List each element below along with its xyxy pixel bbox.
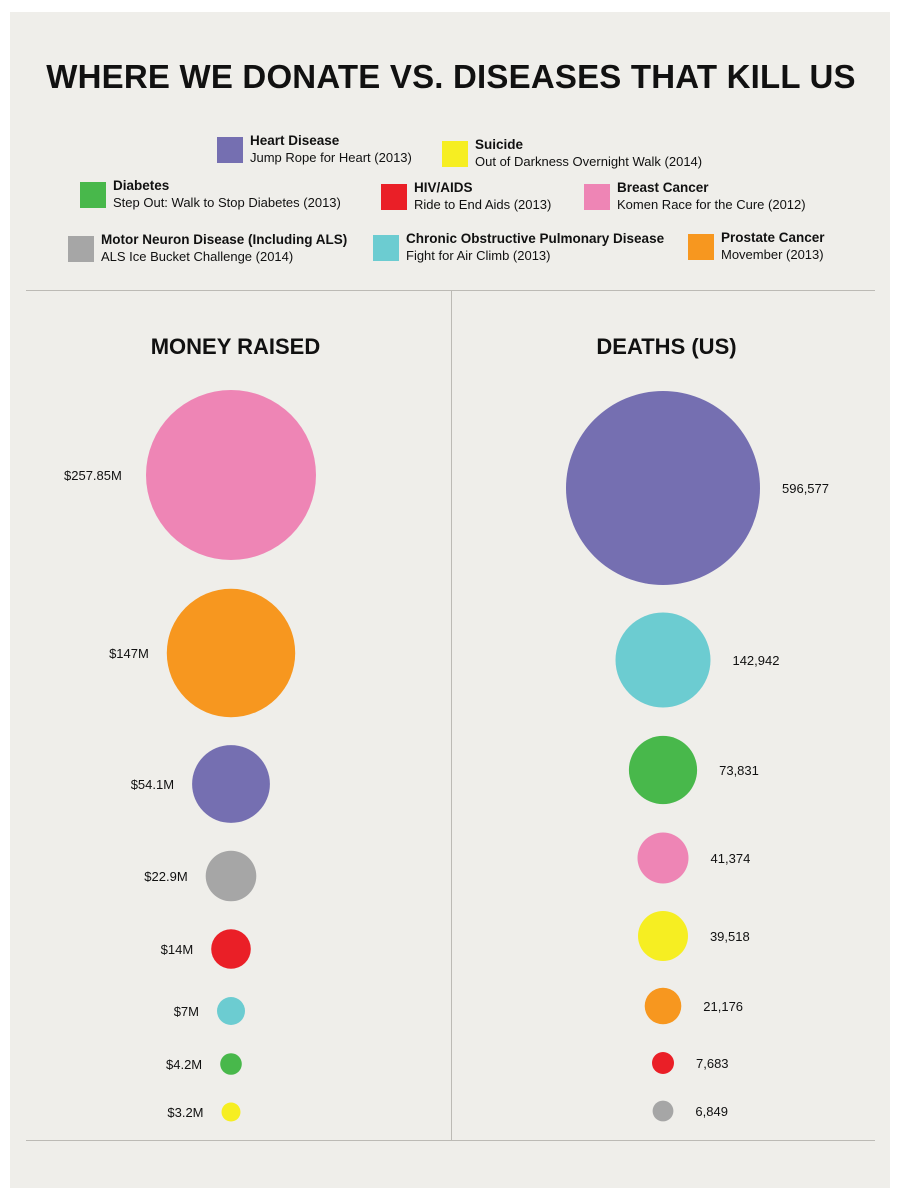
deaths-value-label: 21,176 <box>703 999 743 1014</box>
money-value-label: $3.2M <box>167 1105 203 1120</box>
money-bubble-hiv-aids <box>211 929 251 969</box>
money-value-label: $4.2M <box>166 1057 202 1072</box>
deaths-value-label: 596,577 <box>782 481 829 496</box>
money-bubble-breast-cancer <box>146 390 316 560</box>
deaths-value-label: 41,374 <box>711 851 751 866</box>
money-value-label: $257.85M <box>64 468 122 483</box>
deaths-value-label: 73,831 <box>719 763 759 778</box>
bottom-divider <box>26 1140 875 1141</box>
deaths-value-label: 7,683 <box>696 1056 729 1071</box>
deaths-bubble-prostate-cancer <box>644 987 682 1025</box>
deaths-value-label: 142,942 <box>732 653 779 668</box>
legend-swatch <box>217 137 243 163</box>
legend-disease-name: Breast Cancer <box>617 180 709 195</box>
money-value-label: $14M <box>161 942 194 957</box>
legend-disease-name: Motor Neuron Disease (Including ALS) <box>101 232 348 247</box>
money-bubble-chronic-obstructive-pulmonary-disease <box>217 997 245 1025</box>
legend-disease-name: Chronic Obstructive Pulmonary Disease <box>406 231 665 246</box>
deaths-bubble-motor-neuron-disease-including-als <box>652 1100 674 1122</box>
money-value-label: $7M <box>174 1004 199 1019</box>
money-raised-title: MONEY RAISED <box>150 334 321 359</box>
money-bubble-diabetes <box>220 1053 242 1075</box>
money-value-label: $22.9M <box>144 869 187 884</box>
legend-fundraiser-event: Jump Rope for Heart (2013) <box>250 150 412 165</box>
legend-disease-name: Suicide <box>475 137 524 152</box>
deaths-bubble-suicide <box>638 911 688 961</box>
legend-fundraiser-event: Out of Darkness Overnight Walk (2014) <box>475 154 703 169</box>
deaths-bubble-breast-cancer <box>637 832 689 884</box>
legend-swatch <box>584 184 610 210</box>
top-divider <box>26 290 875 291</box>
legend-swatch <box>80 182 106 208</box>
legend-fundraiser-event: ALS Ice Bucket Challenge (2014) <box>101 249 294 264</box>
legend-disease-name: Heart Disease <box>250 133 340 148</box>
deaths-value-label: 39,518 <box>710 929 750 944</box>
legend-fundraiser-event: Step Out: Walk to Stop Diabetes (2013) <box>113 195 341 210</box>
deaths-bubble-chronic-obstructive-pulmonary-disease <box>615 612 711 708</box>
money-bubble-heart-disease <box>192 745 270 823</box>
legend-fundraiser-event: Komen Race for the Cure (2012) <box>617 197 806 212</box>
legend-swatch <box>373 235 399 261</box>
deaths-bubble-heart-disease <box>566 391 760 585</box>
money-value-label: $147M <box>109 646 149 661</box>
legend-disease-name: Prostate Cancer <box>721 230 825 245</box>
legend-fundraiser-event: Fight for Air Climb (2013) <box>406 248 551 263</box>
legend-swatch <box>381 184 407 210</box>
legend-swatch <box>68 236 94 262</box>
legend-swatch <box>442 141 468 167</box>
legend-fundraiser-event: Ride to End Aids (2013) <box>414 197 552 212</box>
money-bubble-suicide <box>221 1102 241 1122</box>
deaths-bubble-diabetes <box>628 735 698 805</box>
legend-disease-name: Diabetes <box>113 178 170 193</box>
column-divider <box>451 291 452 1141</box>
legend-disease-name: HIV/AIDS <box>414 180 473 195</box>
deaths-value-label: 6,849 <box>695 1104 728 1119</box>
legend-swatch <box>688 234 714 260</box>
deaths-bubble-hiv-aids <box>652 1052 674 1074</box>
money-bubble-motor-neuron-disease-including-als <box>205 850 257 902</box>
money-bubble-prostate-cancer <box>166 588 296 718</box>
money-value-label: $54.1M <box>131 777 174 792</box>
legend-fundraiser-event: Movember (2013) <box>721 247 824 262</box>
infographic-title: WHERE WE DONATE VS. DISEASES THAT KILL U… <box>46 58 856 95</box>
deaths-title: DEATHS (US) <box>596 334 737 359</box>
infographic-card <box>10 12 890 1188</box>
